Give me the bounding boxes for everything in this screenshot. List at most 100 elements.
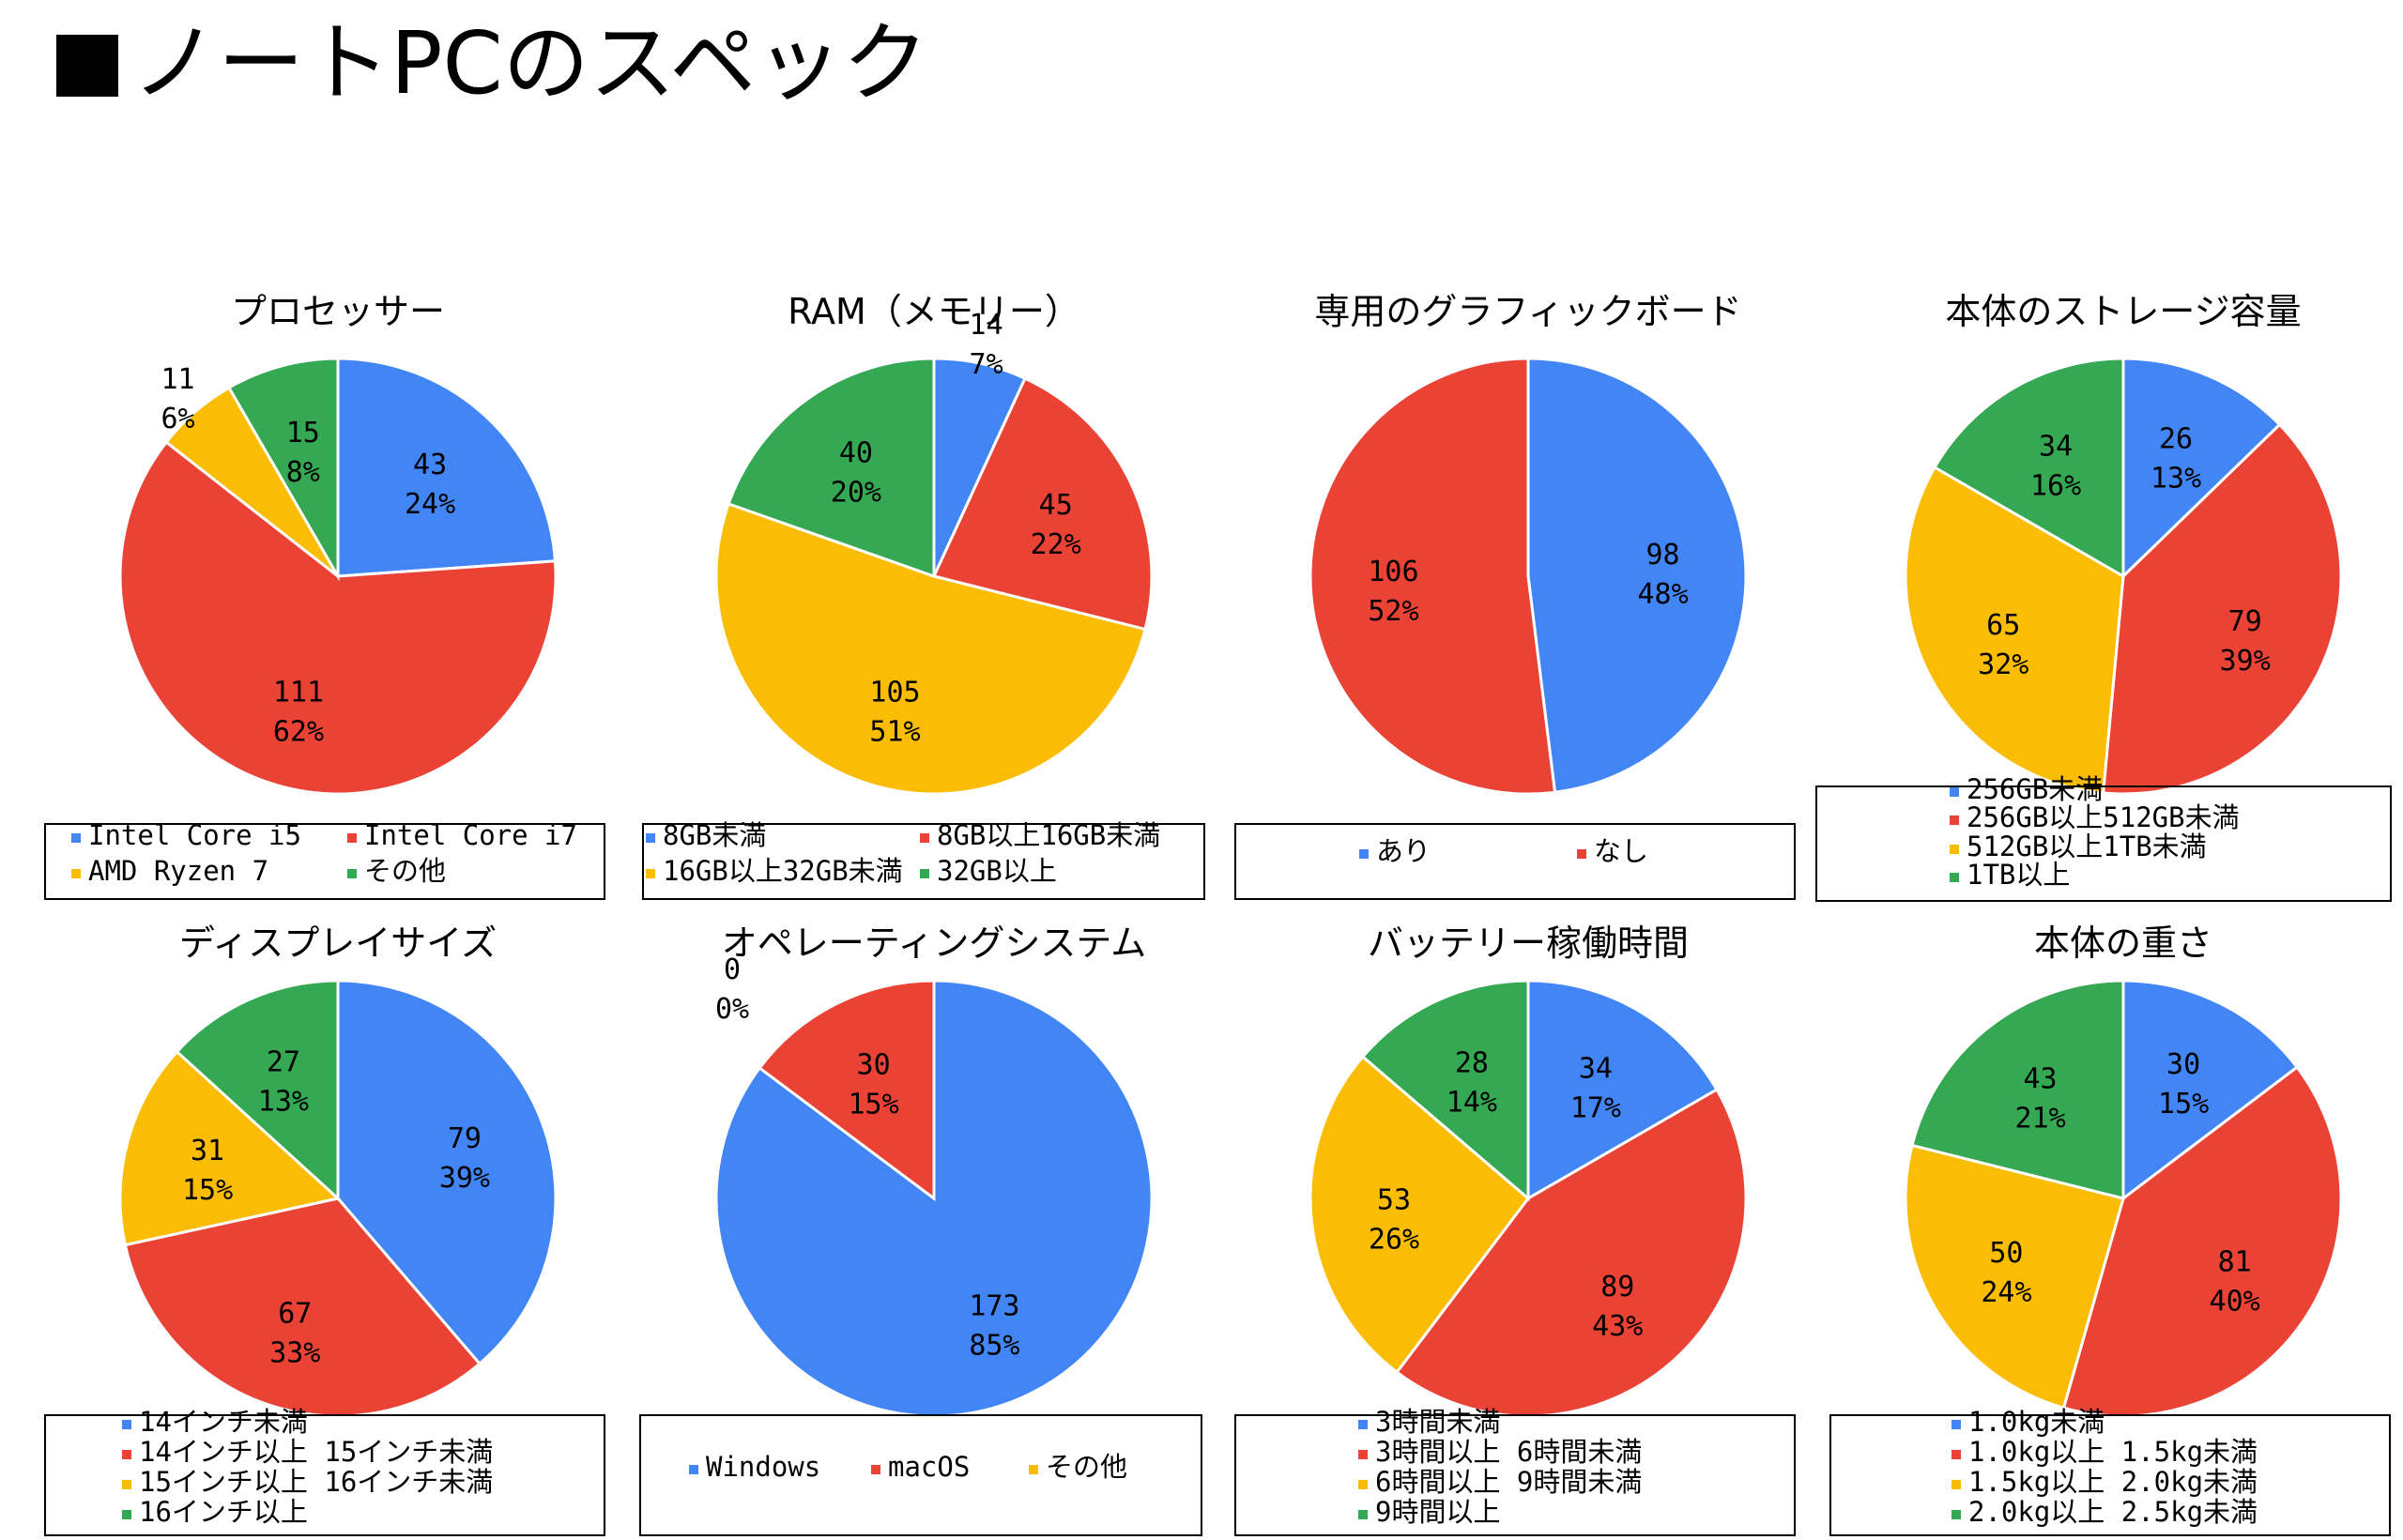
chart-legend: あり なし bbox=[1234, 823, 1796, 900]
legend-item-label: 15インチ以上 16インチ未満 bbox=[139, 1466, 493, 1498]
data-label-value: 28 bbox=[1455, 1046, 1489, 1079]
pie-slice bbox=[1904, 465, 2125, 795]
data-label-percent: 17% bbox=[1570, 1091, 1621, 1124]
chart-title: 本体の重さ bbox=[2034, 922, 2212, 964]
data-label-value: 45 bbox=[1039, 489, 1073, 522]
chart-legend: Windows macOS その他 bbox=[639, 1414, 1202, 1536]
data-label-percent: 15% bbox=[848, 1088, 898, 1121]
legend-swatch bbox=[1951, 1420, 1961, 1429]
pie-slice bbox=[336, 357, 558, 578]
legend-swatch bbox=[689, 1465, 698, 1474]
legend-item-label: 8GB以上16GB未満 bbox=[937, 819, 1160, 851]
data-label-percent: 52% bbox=[1368, 595, 1418, 628]
pie-slice bbox=[175, 979, 340, 1202]
legend-item-label: 2.0kg以上 2.5kg未満 bbox=[1968, 1496, 2258, 1528]
legend-item-label: 3時間未満 bbox=[1375, 1406, 1500, 1438]
legend-swatch bbox=[1358, 1450, 1368, 1459]
legend-item-label: 256GB以上512GB未満 bbox=[1967, 801, 2240, 833]
data-label-value: 43 bbox=[2023, 1063, 2057, 1096]
data-label-value: 50 bbox=[1989, 1237, 2023, 1270]
pie-chart-3: 専用のグラフィックボード 98 48% 106 52% あり なし bbox=[1234, 291, 1796, 900]
chart-title: ディスプレイサイズ bbox=[179, 922, 497, 964]
pie-chart-4: 本体のストレージ容量 26 13% 79 39% 65 32% 34 16% 256GB未満256… bbox=[1815, 291, 2392, 902]
legend-item-label: 6時間以上 9時間未満 bbox=[1375, 1466, 1642, 1498]
data-label-value: 43 bbox=[413, 449, 447, 481]
data-label-value: 14 bbox=[970, 309, 1003, 342]
legend-frame bbox=[1234, 823, 1796, 900]
data-label-percent: 26% bbox=[1369, 1223, 1419, 1256]
data-label-value: 106 bbox=[1368, 556, 1418, 588]
legend-frame bbox=[44, 823, 605, 900]
pie-chart-8: 本体の重さ 30 15% 81 40% 50 24% 43 21% 1.0kg未満1.0kg以上 … bbox=[1829, 922, 2391, 1536]
data-label-percent: 85% bbox=[969, 1330, 1019, 1363]
pie-slice bbox=[2121, 357, 2282, 580]
data-label-value: 30 bbox=[857, 1048, 891, 1081]
legend-item-label: 16GB以上32GB未満 bbox=[663, 855, 903, 887]
data-label-percent: 22% bbox=[1031, 528, 1081, 561]
page-title-text: ノートPCのスペック bbox=[131, 13, 929, 114]
pie-slice bbox=[118, 440, 558, 796]
legend-item-label: 32GB以上 bbox=[937, 855, 1057, 887]
legend-frame bbox=[1234, 1414, 1796, 1536]
data-label-percent: 13% bbox=[2150, 463, 2201, 496]
data-label-value: 173 bbox=[969, 1290, 1019, 1323]
pie-slice bbox=[1526, 357, 1748, 794]
pie-slice bbox=[1933, 357, 2125, 579]
legend-swatch bbox=[347, 869, 357, 878]
page-title: ノートPCのスペック bbox=[56, 21, 928, 107]
chart-title: 専用のグラフィックボード bbox=[1314, 291, 1741, 332]
legend-swatch bbox=[1950, 787, 1959, 797]
legend-swatch bbox=[71, 869, 81, 878]
legend-frame bbox=[642, 823, 1205, 900]
chart-legend: Intel Core i5 Intel Core i7 AMD Ryzen 7 その他 bbox=[44, 819, 605, 900]
data-label-value: 34 bbox=[1579, 1052, 1613, 1085]
pie-slice bbox=[1910, 979, 2125, 1200]
legend-swatch bbox=[122, 1420, 131, 1429]
chart-title: RAM（メモリー） bbox=[788, 291, 1080, 332]
data-label-percent: 15% bbox=[182, 1174, 233, 1207]
legend-item-label: 14インチ未満 bbox=[139, 1406, 308, 1438]
legend-swatch bbox=[1358, 1420, 1368, 1429]
legend-item-label: 1.5kg以上 2.0kg未満 bbox=[1968, 1466, 2258, 1498]
pie-slice bbox=[1526, 979, 1719, 1201]
pie-slice bbox=[714, 501, 1147, 796]
data-label-percent: 24% bbox=[1981, 1276, 2031, 1309]
legend-swatch bbox=[122, 1450, 131, 1459]
pie-slice bbox=[123, 1197, 482, 1418]
legend-item-label: 3時間以上 6時間未満 bbox=[1375, 1436, 1642, 1468]
pie-slice bbox=[1395, 1087, 1748, 1418]
legend-swatch bbox=[1950, 873, 1959, 882]
data-label-percent: 20% bbox=[831, 477, 881, 510]
legend-swatch bbox=[1951, 1450, 1961, 1459]
legend-swatch bbox=[1951, 1510, 1961, 1519]
pie-slice bbox=[2101, 422, 2343, 796]
data-label-value: 15 bbox=[286, 417, 320, 450]
data-label-percent: 51% bbox=[869, 716, 920, 749]
legend-frame bbox=[639, 1414, 1202, 1536]
data-label-value: 65 bbox=[1986, 609, 2020, 642]
data-label-value: 0 bbox=[724, 953, 741, 986]
legend-swatch bbox=[347, 833, 357, 843]
legend-item-label: 512GB以上1TB未満 bbox=[1967, 831, 2207, 862]
data-label-percent: 39% bbox=[439, 1162, 490, 1195]
data-label-percent: 15% bbox=[2158, 1088, 2209, 1121]
data-label-percent: 24% bbox=[405, 488, 455, 521]
data-label-percent: 6% bbox=[161, 403, 194, 435]
legend-swatch bbox=[1358, 1510, 1368, 1519]
chart-title: プロセッサー bbox=[231, 291, 445, 332]
legend-item-label: AMD Ryzen 7 bbox=[88, 855, 268, 887]
pie-slice bbox=[758, 979, 936, 1201]
legend-item-label: Intel Core i7 bbox=[364, 819, 577, 851]
legend-swatch bbox=[920, 869, 929, 878]
pie-slice bbox=[1904, 1143, 2125, 1410]
pie-slice bbox=[931, 376, 1154, 632]
data-label-value: 53 bbox=[1377, 1183, 1411, 1216]
legend-item-label: 1.0kg未満 bbox=[1968, 1406, 2105, 1438]
pie-chart-5: ディスプレイサイズ 79 39% 67 33% 31 15% 27 13% 14インチ未満14イン… bbox=[44, 922, 605, 1536]
data-label-value: 105 bbox=[869, 677, 920, 709]
legend-swatch bbox=[646, 833, 655, 843]
legend-swatch bbox=[1577, 849, 1586, 859]
data-label-percent: 21% bbox=[2014, 1103, 2065, 1136]
